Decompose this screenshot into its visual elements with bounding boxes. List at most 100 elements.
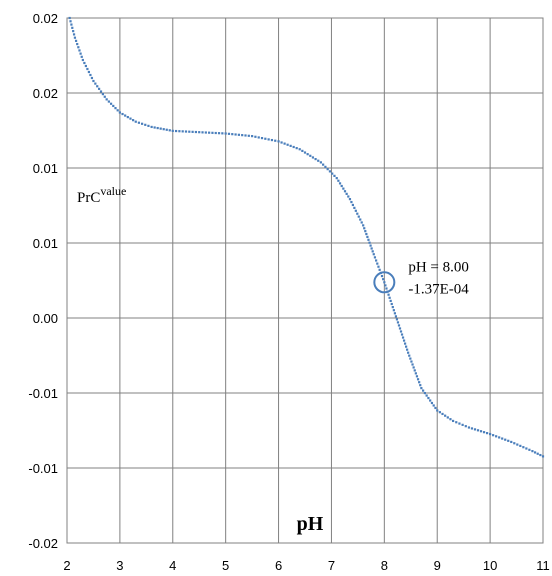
data-point bbox=[350, 200, 353, 204]
data-point bbox=[204, 131, 207, 134]
data-point bbox=[178, 130, 181, 133]
data-point bbox=[377, 265, 380, 268]
data-point bbox=[403, 342, 407, 345]
data-point bbox=[479, 430, 483, 433]
annotation-ph-value: pH = 8.00 bbox=[408, 259, 469, 275]
series-label: PrCvalue bbox=[77, 184, 126, 206]
data-point bbox=[105, 98, 108, 101]
data-point bbox=[81, 58, 84, 62]
data-point bbox=[375, 259, 378, 262]
x-tick-label: 8 bbox=[381, 558, 388, 573]
data-point bbox=[270, 138, 274, 142]
data-point bbox=[498, 436, 501, 439]
data-point bbox=[525, 447, 528, 450]
data-point bbox=[495, 435, 498, 438]
data-point bbox=[507, 439, 510, 442]
data-point bbox=[422, 389, 425, 392]
data-point bbox=[237, 133, 240, 136]
data-point bbox=[289, 144, 292, 147]
data-point bbox=[373, 256, 377, 259]
series-label-superscript: value bbox=[100, 184, 126, 198]
data-point bbox=[181, 130, 184, 133]
data-point bbox=[109, 102, 113, 105]
data-point bbox=[319, 161, 322, 164]
data-point bbox=[402, 339, 406, 342]
data-point bbox=[368, 241, 371, 244]
data-point bbox=[510, 440, 513, 444]
data-point bbox=[348, 198, 352, 201]
data-point bbox=[92, 79, 95, 83]
data-point bbox=[101, 93, 104, 96]
x-tick-labels: 2 3 4 5 6 7 8 9 10 11 bbox=[63, 558, 549, 573]
data-point bbox=[254, 135, 257, 138]
data-point bbox=[99, 90, 103, 93]
data-point bbox=[132, 119, 135, 122]
data-point bbox=[434, 406, 437, 410]
data-point bbox=[531, 450, 534, 453]
data-point bbox=[408, 354, 411, 357]
data-point bbox=[388, 296, 391, 299]
data-point bbox=[331, 172, 334, 175]
data-point bbox=[309, 154, 312, 157]
data-point bbox=[86, 67, 89, 71]
data-point bbox=[410, 360, 413, 363]
series-label-base: PrC bbox=[77, 190, 100, 206]
data-point bbox=[150, 125, 153, 129]
data-point bbox=[257, 136, 260, 139]
data-point bbox=[394, 315, 398, 318]
data-point bbox=[372, 253, 375, 256]
data-point bbox=[324, 165, 327, 168]
data-point bbox=[528, 448, 531, 451]
data-point bbox=[129, 117, 132, 120]
data-point bbox=[476, 429, 480, 432]
data-point bbox=[286, 143, 289, 146]
data-point bbox=[68, 16, 71, 20]
data-point bbox=[369, 244, 372, 247]
data-point bbox=[198, 131, 201, 134]
data-point bbox=[464, 425, 467, 428]
data-point bbox=[191, 130, 194, 133]
data-point bbox=[301, 149, 304, 152]
data-point bbox=[359, 218, 362, 221]
x-tick-label: 6 bbox=[275, 558, 282, 573]
y-tick-label: 0.02 bbox=[33, 86, 58, 101]
data-point bbox=[441, 412, 444, 416]
data-point bbox=[415, 375, 419, 378]
data-point bbox=[79, 52, 82, 55]
data-point bbox=[76, 42, 79, 46]
data-point bbox=[425, 394, 428, 397]
x-tick-label: 11 bbox=[536, 558, 550, 573]
data-point bbox=[227, 132, 231, 135]
data-point bbox=[343, 190, 347, 193]
data-point bbox=[83, 61, 86, 65]
data-point bbox=[260, 136, 264, 140]
data-point bbox=[251, 135, 254, 138]
data-point bbox=[420, 387, 423, 390]
data-point bbox=[519, 444, 522, 447]
data-point bbox=[264, 137, 267, 140]
grid bbox=[67, 18, 543, 543]
data-point bbox=[412, 366, 415, 369]
data-point bbox=[69, 20, 72, 23]
data-point bbox=[473, 428, 477, 431]
data-point bbox=[413, 369, 416, 372]
data-point bbox=[134, 120, 137, 123]
data-point bbox=[409, 357, 412, 360]
data-point bbox=[70, 23, 73, 26]
data-point bbox=[72, 33, 76, 36]
data-point bbox=[267, 138, 270, 141]
x-tick-label: 7 bbox=[328, 558, 335, 573]
data-point bbox=[382, 278, 385, 281]
data-point bbox=[401, 336, 405, 339]
data-point bbox=[406, 348, 409, 351]
data-point bbox=[461, 423, 464, 426]
x-tick-label: 10 bbox=[483, 558, 497, 573]
data-point bbox=[337, 179, 340, 182]
data-point bbox=[458, 422, 461, 425]
data-point bbox=[407, 351, 410, 354]
data-point bbox=[444, 414, 447, 417]
data-point bbox=[392, 309, 395, 312]
data-point bbox=[241, 134, 244, 137]
data-point bbox=[156, 126, 159, 130]
data-point bbox=[429, 399, 432, 402]
